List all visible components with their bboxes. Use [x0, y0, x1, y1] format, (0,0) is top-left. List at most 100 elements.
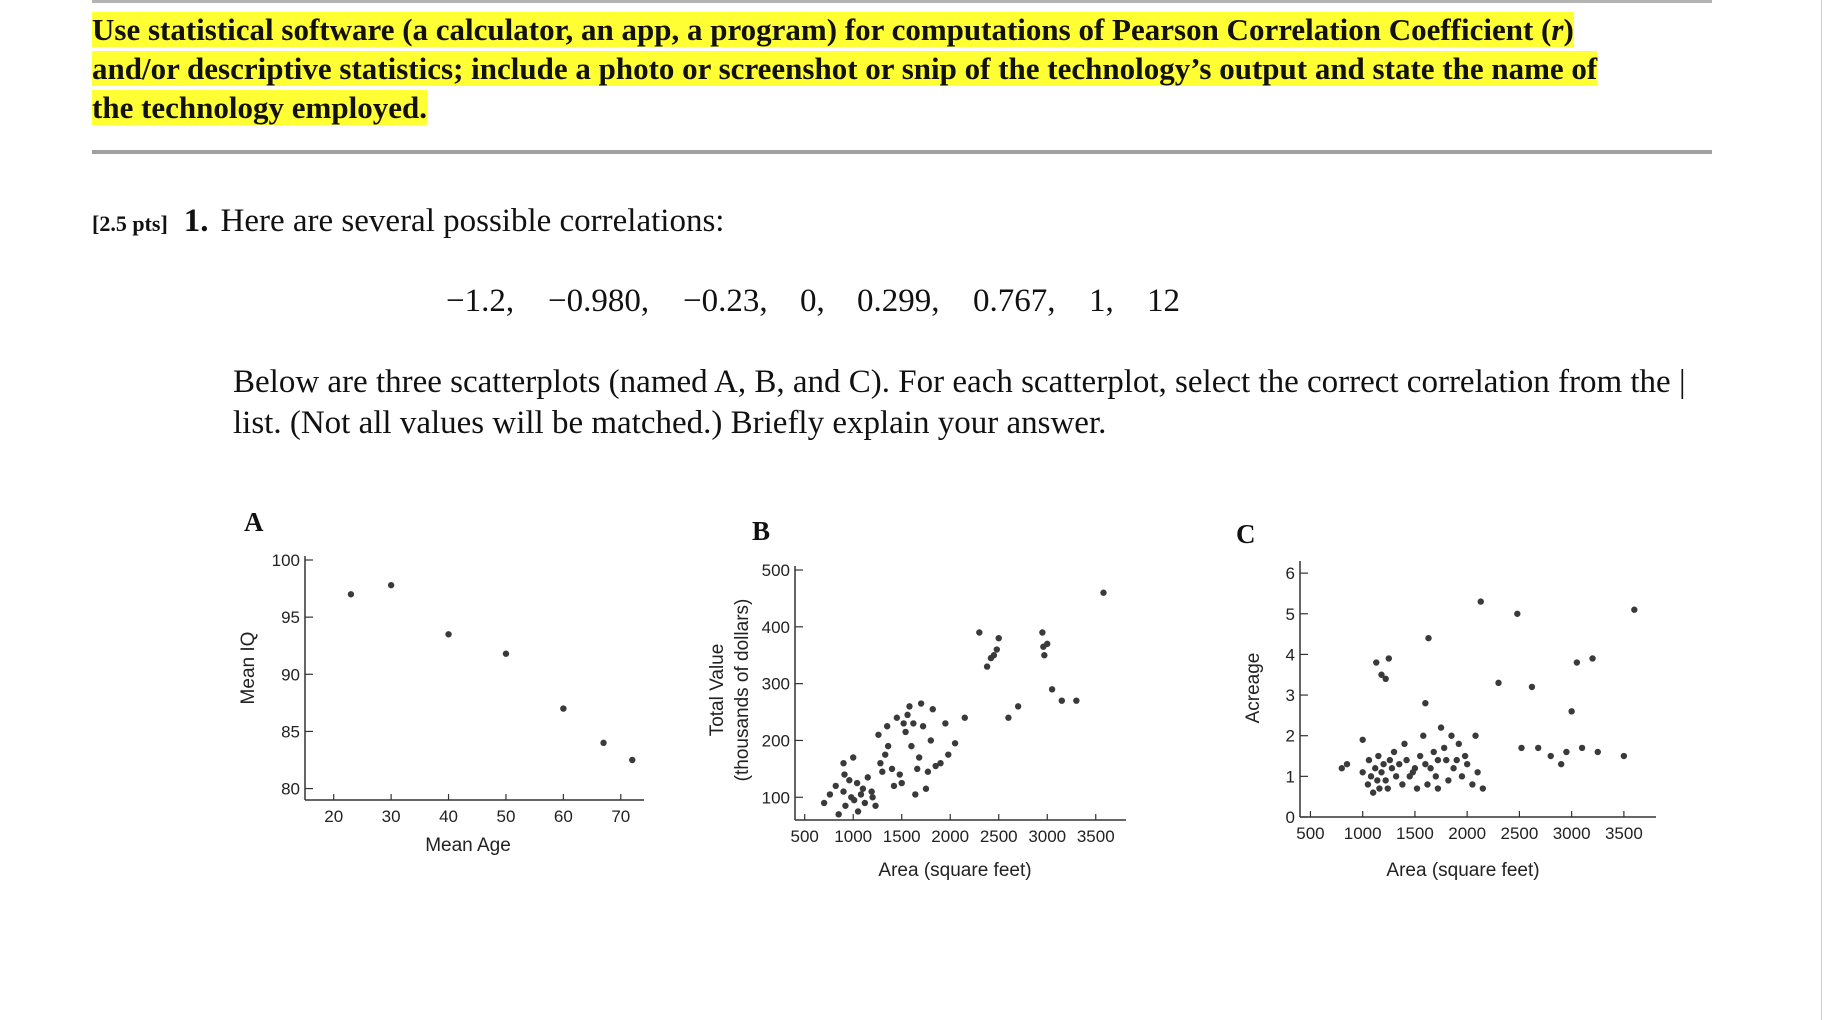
correlation-value: −1.2,	[446, 283, 515, 319]
plot-c-y-tick-label: 5	[1286, 605, 1295, 624]
plot-b-points	[820, 589, 1107, 818]
question-heading: [2.5 pts] 1. Here are several possible cor…	[92, 203, 724, 240]
plot-b-point	[1039, 629, 1046, 636]
plot-c-ylabel: Acreage	[1243, 653, 1264, 724]
plot-c-points	[1338, 598, 1638, 796]
plot-b-point	[904, 711, 911, 719]
plot-a-xlabel: Mean Age	[425, 835, 511, 856]
plot-c-point	[1434, 785, 1442, 792]
plot-c-point	[1453, 756, 1460, 764]
top-rule	[92, 0, 1712, 3]
plot-c-point	[1458, 773, 1466, 780]
instructions-block: Use statistical software (a calculator, …	[92, 10, 1712, 127]
plot-b-point	[937, 759, 944, 767]
plot-b-point	[840, 788, 847, 795]
plot-c-title: C	[1236, 519, 1256, 549]
plot-c-x-tick-label: 500	[1296, 824, 1324, 843]
plot-c-point	[1369, 789, 1377, 796]
plot-b-x-tick-label: 3000	[1028, 827, 1066, 846]
plot-c-point	[1535, 744, 1542, 752]
scatterplot-b: B 500 1000 1500 2000 2500 3000 3500 100 200 300 40…	[707, 516, 1126, 881]
plot-c-point	[1422, 760, 1429, 768]
plot-b-point	[864, 774, 871, 781]
instructions-line-1-end: )	[1563, 12, 1574, 47]
plot-b-y-tick-label: 500	[762, 561, 790, 580]
plot-a-x-tick-label: 50	[496, 807, 515, 826]
plot-c-y-tick-label: 1	[1286, 767, 1295, 786]
plot-c-point	[1422, 699, 1429, 707]
instructions-line-3: the technology employed.	[92, 90, 427, 125]
plot-c-point	[1432, 773, 1440, 780]
plot-b-point	[1014, 703, 1022, 710]
plot-b-point	[1041, 652, 1048, 659]
plot-a-point	[347, 591, 355, 598]
plot-b-point	[993, 646, 1000, 653]
plot-b-point	[896, 771, 903, 778]
plot-c-point	[1413, 785, 1421, 792]
plot-a-axes	[304, 556, 644, 801]
plot-c-point	[1445, 777, 1452, 784]
plot-c-point	[1411, 765, 1419, 772]
plot-a-x-tick-label: 40	[439, 807, 458, 826]
plot-c-point	[1455, 740, 1463, 748]
plot-c-point	[1547, 752, 1554, 760]
plot-b-point	[853, 779, 861, 787]
plot-c-point	[1424, 781, 1431, 788]
plot-c-point	[1382, 777, 1389, 784]
plot-a-x-tick-label: 60	[554, 807, 573, 826]
plot-b-point	[900, 720, 907, 727]
plot-c-point	[1396, 760, 1403, 768]
plot-c-point	[1474, 769, 1481, 776]
plot-a-point	[445, 631, 452, 638]
plot-a-point	[387, 581, 395, 589]
plot-c-point	[1495, 679, 1502, 687]
plot-b-y-tick-label: 200	[762, 731, 790, 750]
plot-c-point	[1573, 659, 1581, 666]
plot-c-point	[1385, 655, 1393, 662]
plot-c-x-tick-label: 2500	[1500, 824, 1538, 843]
plot-c-point	[1384, 785, 1391, 792]
plot-b-x-tick-label: 3500	[1077, 827, 1115, 846]
plot-c-point	[1367, 773, 1375, 780]
plot-b-point	[929, 706, 936, 713]
plot-b-point	[927, 737, 935, 744]
plot-b-point	[850, 796, 858, 804]
plot-b-point	[879, 768, 886, 775]
plot-c-ticks: 500 1000 1500 2000 2500 3000 3500 0 1 2 3 4 5 6	[1286, 564, 1643, 843]
plot-b-point	[883, 723, 891, 730]
instructions-text-line-2: list. (Not all values will be matched.) …	[233, 405, 1107, 441]
plot-b-point	[861, 799, 869, 807]
plot-b-point	[914, 765, 921, 773]
plot-a-point	[502, 650, 510, 657]
plot-b-point	[826, 791, 834, 798]
correlation-value: 0.299,	[857, 283, 940, 319]
plot-b-point	[888, 765, 896, 773]
plot-a-y-tick-label: 90	[281, 665, 300, 684]
plot-a-ylabel: Mean IQ	[238, 632, 259, 705]
plot-b-point	[917, 700, 925, 707]
plot-c-point	[1382, 675, 1389, 683]
plot-c-point	[1373, 659, 1380, 666]
plot-c-point	[1392, 773, 1400, 780]
plot-b-point	[842, 802, 849, 809]
plot-a-points	[347, 581, 636, 764]
question-instructions: Below are three scatterplots (named A, B…	[233, 362, 1713, 444]
plot-c-point	[1420, 732, 1427, 739]
plot-c-point	[1376, 785, 1383, 792]
plot-b-point	[835, 811, 842, 818]
plot-c-point	[1378, 769, 1385, 776]
plot-b-ticks: 500 1000 1500 2000 2500 3000 3500 100 200 300 400 5…	[762, 561, 1115, 846]
plot-c-point	[1372, 765, 1379, 772]
plot-b-point	[875, 731, 882, 738]
plot-b-ylabel-line1: Total Value	[707, 644, 728, 737]
plot-c-point	[1557, 760, 1565, 768]
plot-b-point	[908, 742, 915, 750]
plot-b-point	[924, 768, 932, 775]
plot-b-point	[919, 723, 927, 730]
section-rule	[92, 150, 1712, 154]
correlation-value: −0.23,	[683, 283, 768, 319]
plot-c-point	[1472, 732, 1479, 739]
plot-b-point	[961, 714, 968, 721]
plot-c-point	[1477, 598, 1484, 605]
plot-c-x-tick-label: 3500	[1605, 824, 1643, 843]
